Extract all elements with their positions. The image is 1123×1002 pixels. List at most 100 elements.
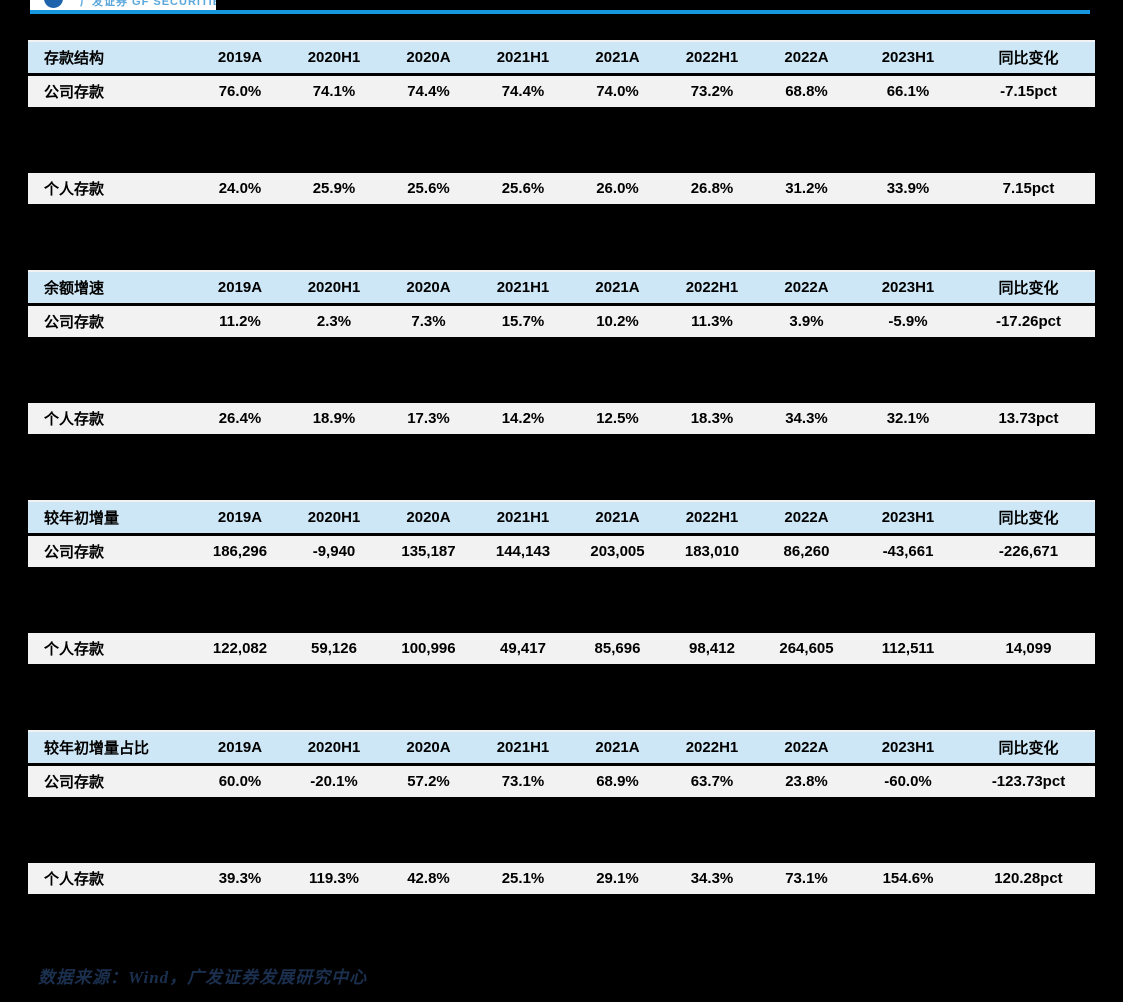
data-cell: 2.3% [287, 304, 381, 337]
data-cell: 122,082 [193, 633, 287, 664]
data-cell: 120.28pct [962, 863, 1095, 894]
table-title: 余额增速 [28, 272, 193, 306]
column-header: 2021A [570, 42, 665, 76]
column-header: 2019A [193, 502, 287, 536]
data-cell: 7.3% [381, 304, 476, 337]
row-label: 个人存款 [28, 173, 193, 204]
data-cell: 7.15pct [962, 173, 1095, 204]
data-cell: 3.9% [759, 304, 854, 337]
table-top-border [28, 270, 1095, 272]
row-spacer [28, 107, 1095, 173]
data-cell: 74.1% [287, 74, 381, 107]
table-second-row: 个人存款 122,082 59,126 100,996 49,417 85,696 98,4… [28, 633, 1095, 664]
header-row: 存款结构 2019A 2020H1 2020A 2021H1 2021A 2022H1 202… [28, 42, 1095, 76]
data-cell: 98,412 [665, 633, 759, 664]
table-top-border [28, 500, 1095, 502]
data-cell: 25.9% [287, 173, 381, 204]
table-header-and-first-row: 较年初增量 2019A 2020H1 2020A 2021H1 2021A 2022H1 20… [28, 502, 1095, 567]
data-cell: 85,696 [570, 633, 665, 664]
data-cell: 119.3% [287, 863, 381, 894]
header-row: 较年初增量占比 2019A 2020H1 2020A 2021H1 2021A 2022H1… [28, 732, 1095, 766]
data-cell: 183,010 [665, 534, 759, 567]
data-cell: 73.1% [759, 863, 854, 894]
column-header: 2022H1 [665, 732, 759, 766]
data-cell: 74.4% [381, 74, 476, 107]
tables-container: 存款结构 2019A 2020H1 2020A 2021H1 2021A 2022H1 202… [28, 40, 1095, 960]
brand-divider-line [30, 10, 1090, 14]
data-cell: 57.2% [381, 764, 476, 797]
data-cell: 73.1% [476, 764, 570, 797]
column-header: 2021A [570, 502, 665, 536]
row-spacer [28, 567, 1095, 633]
table-block-1: 存款结构 2019A 2020H1 2020A 2021H1 2021A 2022H1 202… [28, 40, 1095, 270]
column-header: 2019A [193, 732, 287, 766]
data-cell: -17.26pct [962, 304, 1095, 337]
column-header: 2023H1 [854, 42, 962, 76]
table-row: 个人存款 39.3% 119.3% 42.8% 25.1% 29.1% 34.3% 73.1%… [28, 863, 1095, 894]
column-header: 2021A [570, 732, 665, 766]
data-cell: 49,417 [476, 633, 570, 664]
data-cell: 29.1% [570, 863, 665, 894]
row-label: 公司存款 [28, 74, 193, 107]
data-cell: 25.6% [381, 173, 476, 204]
data-cell: 11.2% [193, 304, 287, 337]
data-cell: 31.2% [759, 173, 854, 204]
data-cell: 34.3% [665, 863, 759, 894]
column-header: 2022A [759, 502, 854, 536]
table-row: 个人存款 24.0% 25.9% 25.6% 25.6% 26.0% 26.8% 31.2% 3… [28, 173, 1095, 204]
table-second-row: 个人存款 26.4% 18.9% 17.3% 14.2% 12.5% 18.3% 34.3% 3… [28, 403, 1095, 434]
data-cell: 66.1% [854, 74, 962, 107]
column-header: 2022H1 [665, 272, 759, 306]
column-header: 2020H1 [287, 502, 381, 536]
data-cell: 144,143 [476, 534, 570, 567]
table-header-and-first-row: 较年初增量占比 2019A 2020H1 2020A 2021H1 2021A 2022H1… [28, 732, 1095, 797]
column-header: 2022H1 [665, 42, 759, 76]
table-row: 个人存款 26.4% 18.9% 17.3% 14.2% 12.5% 18.3% 34.3% 3… [28, 403, 1095, 434]
column-header: 2022A [759, 732, 854, 766]
column-header: 2019A [193, 42, 287, 76]
table-spacer [28, 894, 1095, 960]
data-cell: 18.9% [287, 403, 381, 434]
row-label: 个人存款 [28, 633, 193, 664]
table-title: 较年初增量 [28, 502, 193, 536]
table-second-row: 个人存款 24.0% 25.9% 25.6% 25.6% 26.0% 26.8% 31.2% 3… [28, 173, 1095, 204]
data-cell: 34.3% [759, 403, 854, 434]
table-row: 公司存款 11.2% 2.3% 7.3% 15.7% 10.2% 11.3% 3.9% -5.9… [28, 304, 1095, 337]
data-cell: 203,005 [570, 534, 665, 567]
data-cell: 42.8% [381, 863, 476, 894]
data-cell: 26.8% [665, 173, 759, 204]
data-cell: 186,296 [193, 534, 287, 567]
column-header: 2020A [381, 502, 476, 536]
column-header: 2022H1 [665, 502, 759, 536]
data-cell: 32.1% [854, 403, 962, 434]
data-cell: 17.3% [381, 403, 476, 434]
table-block-2: 余额增速 2019A 2020H1 2020A 2021H1 2021A 2022H1 202… [28, 270, 1095, 500]
data-cell: 68.9% [570, 764, 665, 797]
data-cell: 23.8% [759, 764, 854, 797]
data-cell: 60.0% [193, 764, 287, 797]
table-row: 公司存款 186,296 -9,940 135,187 144,143 203,005 18… [28, 534, 1095, 567]
data-cell: 100,996 [381, 633, 476, 664]
table-row: 公司存款 76.0% 74.1% 74.4% 74.4% 74.0% 73.2% 68.8% 6… [28, 74, 1095, 107]
data-cell: 14,099 [962, 633, 1095, 664]
row-label: 公司存款 [28, 534, 193, 567]
data-cell: 26.0% [570, 173, 665, 204]
column-header: 2020A [381, 272, 476, 306]
column-header: 2020A [381, 732, 476, 766]
data-cell: -60.0% [854, 764, 962, 797]
data-cell: -43,661 [854, 534, 962, 567]
table-spacer [28, 434, 1095, 500]
data-cell: 18.3% [665, 403, 759, 434]
table-title: 较年初增量占比 [28, 732, 193, 766]
data-cell: -7.15pct [962, 74, 1095, 107]
column-header: 2022A [759, 42, 854, 76]
data-cell: 112,511 [854, 633, 962, 664]
column-header: 2020A [381, 42, 476, 76]
table-top-border [28, 730, 1095, 732]
logo-mark-icon [44, 0, 63, 8]
row-label: 个人存款 [28, 863, 193, 894]
data-cell: 10.2% [570, 304, 665, 337]
data-cell: 74.4% [476, 74, 570, 107]
data-cell: 15.7% [476, 304, 570, 337]
column-header: 2020H1 [287, 272, 381, 306]
